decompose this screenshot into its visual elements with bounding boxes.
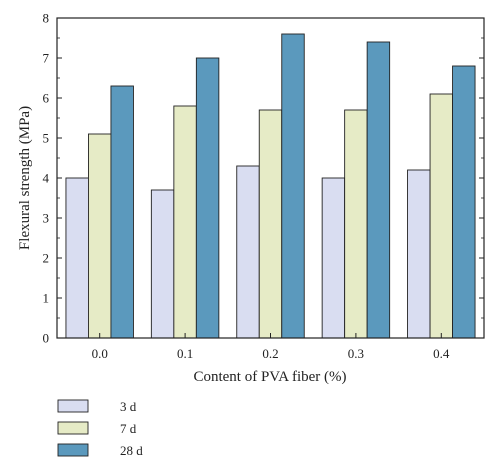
y-tick-label: 6: [43, 91, 50, 106]
y-tick-label: 3: [43, 211, 50, 226]
bar: [344, 109, 368, 339]
x-axis-title: Content of PVA fiber (%): [193, 369, 346, 385]
bar: [150, 189, 175, 339]
y-tick-label: 1: [43, 291, 50, 306]
legend-label: 3 d: [120, 399, 137, 414]
y-axis-title: Flexural strength (MPa): [17, 106, 33, 250]
x-axis: 0.0 0.1 0.2 0.3 0.4: [92, 333, 450, 361]
y-tick-label: 5: [43, 131, 50, 146]
bar-group: [65, 33, 476, 339]
bar: [366, 41, 391, 339]
bar: [429, 93, 453, 339]
bar: [173, 105, 197, 339]
x-tick-label: 0.4: [433, 346, 450, 361]
x-tick-label: 0.3: [348, 346, 364, 361]
x-tick-label: 0.2: [262, 346, 278, 361]
legend: 3 d 7 d 28 d: [57, 399, 143, 458]
bar: [65, 177, 89, 339]
legend-label: 28 d: [120, 443, 143, 458]
legend-swatch: [57, 399, 89, 413]
bar: [87, 133, 112, 339]
x-tick-label: 0.0: [92, 346, 108, 361]
y-tick-label: 2: [43, 251, 50, 266]
y-tick-label: 7: [43, 51, 50, 66]
y-tick-label: 8: [43, 11, 50, 26]
bar: [110, 85, 134, 339]
legend-swatch: [57, 421, 89, 435]
bar: [258, 109, 283, 339]
y-tick-label: 4: [43, 171, 50, 186]
bar: [281, 33, 305, 339]
bar: [195, 57, 220, 339]
y-axis: 0 1 2 3 4 5 6 7 8: [43, 11, 484, 346]
legend-swatch: [57, 443, 89, 457]
legend-label: 7 d: [120, 421, 137, 436]
bar: [407, 169, 431, 339]
y-tick-label: 0: [43, 331, 50, 346]
bar: [236, 165, 260, 339]
bar: [452, 65, 476, 339]
x-tick-label: 0.1: [177, 346, 193, 361]
bar: [321, 177, 346, 339]
